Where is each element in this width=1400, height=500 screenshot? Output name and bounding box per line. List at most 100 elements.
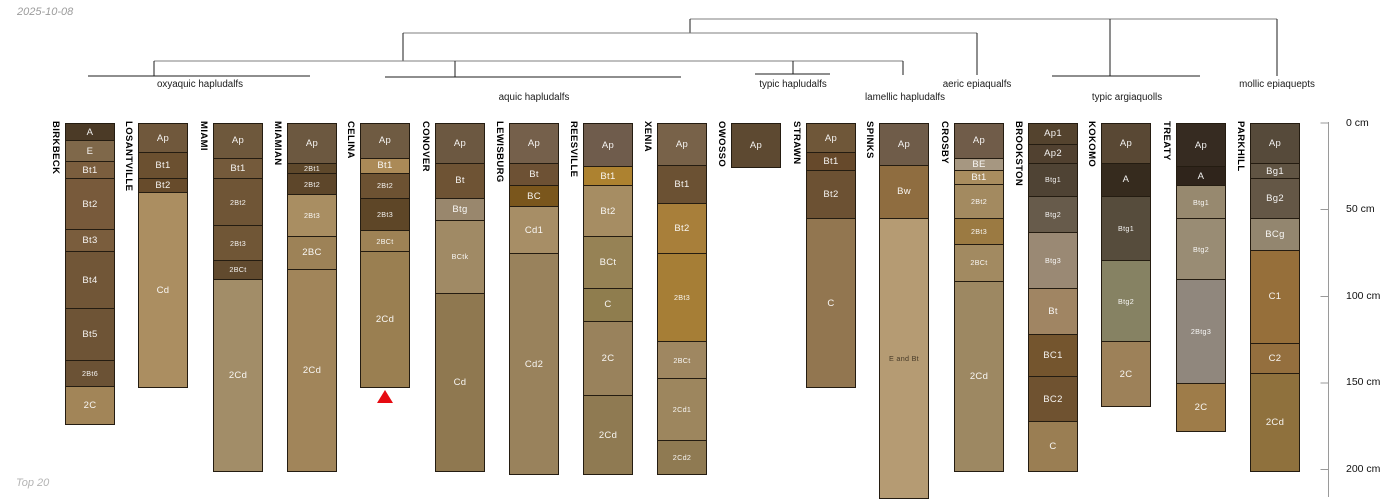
- horizon-label: Ap: [453, 137, 467, 149]
- horizon-label: Ap: [897, 138, 911, 150]
- horizon-label: Bt1: [600, 170, 616, 182]
- soil-horizon-layer: Ap: [361, 124, 409, 159]
- horizon-label: 2Btg3: [1190, 326, 1212, 336]
- soil-horizon-layer: 2Cd2: [658, 441, 706, 475]
- soil-horizon-layer: 2Cd: [955, 281, 1003, 471]
- soil-horizon-layer: Bt1: [66, 162, 114, 180]
- horizon-label: Ap: [675, 138, 689, 150]
- soil-horizon-layer: BC: [510, 186, 558, 208]
- soil-horizon-layer: Ap: [288, 124, 336, 164]
- soil-horizon-layer: 2Bt3: [955, 219, 1003, 246]
- soil-column: Ap Bt BC Cd1 Cd2: [509, 123, 559, 476]
- horizon-label: 2BC: [302, 247, 322, 259]
- taxonomy-group-label: mollic epiaquepts: [1239, 79, 1315, 90]
- horizon-label: BC2: [1043, 393, 1063, 405]
- soil-horizon-layer: Bg1: [1251, 163, 1299, 180]
- series-name-label: REESVILLE: [568, 121, 579, 178]
- horizon-label: Bt2: [82, 198, 98, 210]
- soil-horizon-layer: Cd: [436, 293, 484, 471]
- horizon-label: 2Bt1: [304, 164, 320, 174]
- horizon-label: Cd: [453, 376, 467, 388]
- horizon-label: 2Bt2: [304, 179, 320, 189]
- soil-horizon-layer: Btg: [436, 198, 484, 222]
- series-name-label: STRAWN: [791, 121, 802, 165]
- horizon-label: Ap: [156, 132, 170, 144]
- horizon-label: Ap: [527, 137, 541, 149]
- soil-horizon-layer: 2Cd: [361, 252, 409, 388]
- soil-horizon-layer: Bt1: [139, 153, 187, 180]
- horizon-label: C2: [1268, 352, 1282, 364]
- series-name-label: LOSANTVILLE: [123, 121, 134, 192]
- horizon-label: 2Bt2: [230, 197, 246, 207]
- date-label: 2025-10-08: [17, 6, 74, 18]
- soil-horizon-layer: 2BCt: [214, 260, 262, 280]
- horizon-label: Bt2: [155, 180, 171, 192]
- horizon-label: C: [827, 297, 835, 309]
- horizon-label: C: [1049, 440, 1057, 452]
- horizon-label: 2Cd2: [672, 453, 692, 463]
- soil-horizon-layer: Ap: [510, 124, 558, 164]
- horizon-label: 2BCt: [376, 236, 394, 246]
- horizon-label: BCt: [599, 256, 617, 268]
- horizon-label: Btg2: [1193, 244, 1209, 254]
- horizon-label: BC: [527, 190, 541, 202]
- soil-column: Ap Bt1 Bt2 BCt C 2C 2Cd: [583, 123, 633, 476]
- horizon-label: Bt1: [971, 171, 987, 183]
- soil-column: Ap Bt1 Bt2 Cd: [138, 123, 188, 389]
- horizon-label: Bt1: [82, 164, 98, 176]
- horizon-label: Bt5: [82, 329, 98, 341]
- soil-horizon-layer: Ap: [658, 124, 706, 166]
- soil-horizon-layer: 2Bt3: [288, 195, 336, 237]
- horizon-label: Btg1: [1045, 175, 1061, 185]
- soil-horizon-layer: Btg2: [1177, 219, 1225, 280]
- soil-horizon-layer: Bt: [1029, 288, 1077, 336]
- soil-horizon-layer: 2Bt2: [955, 184, 1003, 220]
- soil-horizon-layer: Btg1: [1177, 186, 1225, 220]
- horizon-label: Bt1: [230, 163, 246, 175]
- soil-horizon-layer: 2Bt2: [288, 174, 336, 196]
- soil-horizon-layer: Bt1: [955, 170, 1003, 185]
- series-name-label: PARKHILL: [1235, 121, 1246, 172]
- series-name-label: BROOKSTON: [1013, 121, 1024, 187]
- soil-column: Ap Bt1 Bt2 2Bt3 2BCt 2Cd1 2Cd2: [657, 123, 707, 476]
- horizon-label: Ap: [601, 139, 615, 151]
- horizon-label: Ap: [1119, 137, 1133, 149]
- soil-horizon-layer: 2Bt6: [66, 361, 114, 388]
- horizon-label: Bt1: [674, 178, 690, 190]
- horizon-label: Ap: [749, 140, 763, 152]
- soil-horizon-layer: Bt1: [214, 158, 262, 180]
- soil-horizon-layer: 2Cd: [584, 396, 632, 475]
- horizon-label: 2Bt6: [82, 369, 98, 379]
- soil-horizon-layer: Ap: [732, 124, 780, 168]
- horizon-label: 2Bt3: [971, 227, 987, 237]
- soil-horizon-layer: 2BCt: [955, 245, 1003, 282]
- soil-column: Ap1 Ap2 Btg1 Btg2 Btg3 Bt BC1 BC2 C: [1028, 123, 1078, 472]
- soil-horizon-layer: BC2: [1029, 377, 1077, 423]
- horizon-label: 2C: [1119, 368, 1133, 380]
- horizon-label: 2Cd: [1265, 416, 1285, 428]
- horizon-label: 2C: [1194, 401, 1208, 413]
- series-name-label: BIRKBECK: [50, 121, 61, 175]
- soil-horizon-layer: Btg3: [1029, 233, 1077, 289]
- horizon-label: Btg1: [1118, 223, 1134, 233]
- soil-horizon-layer: Bt2: [584, 186, 632, 237]
- soil-horizon-layer: Btg2: [1102, 260, 1150, 343]
- horizon-label: Bt: [1048, 306, 1058, 318]
- horizon-label: Bg2: [1266, 193, 1284, 205]
- horizon-label: 2Bt3: [230, 238, 246, 248]
- horizon-label: Bt1: [823, 156, 839, 168]
- soil-horizon-layer: 2C: [1102, 342, 1150, 407]
- soil-column: Ap 2Bt1 2Bt2 2Bt3 2BC 2Cd: [287, 123, 337, 472]
- horizon-label: Bt1: [155, 160, 171, 172]
- soil-horizon-layer: Bt1: [658, 165, 706, 204]
- taxonomy-group-label: aeric epiaqualfs: [942, 79, 1012, 90]
- horizon-label: Ap: [231, 135, 245, 147]
- soil-column: Ap A Btg1 Btg2 2Btg3 2C: [1176, 123, 1226, 432]
- soil-horizon-layer: Bt4: [66, 252, 114, 310]
- soil-column: Ap Bt Btg BCtk Cd: [435, 123, 485, 472]
- soil-horizon-layer: 2Bt2: [361, 174, 409, 199]
- horizon-label: BC1: [1043, 350, 1063, 362]
- soil-horizon-layer: Bt: [510, 163, 558, 187]
